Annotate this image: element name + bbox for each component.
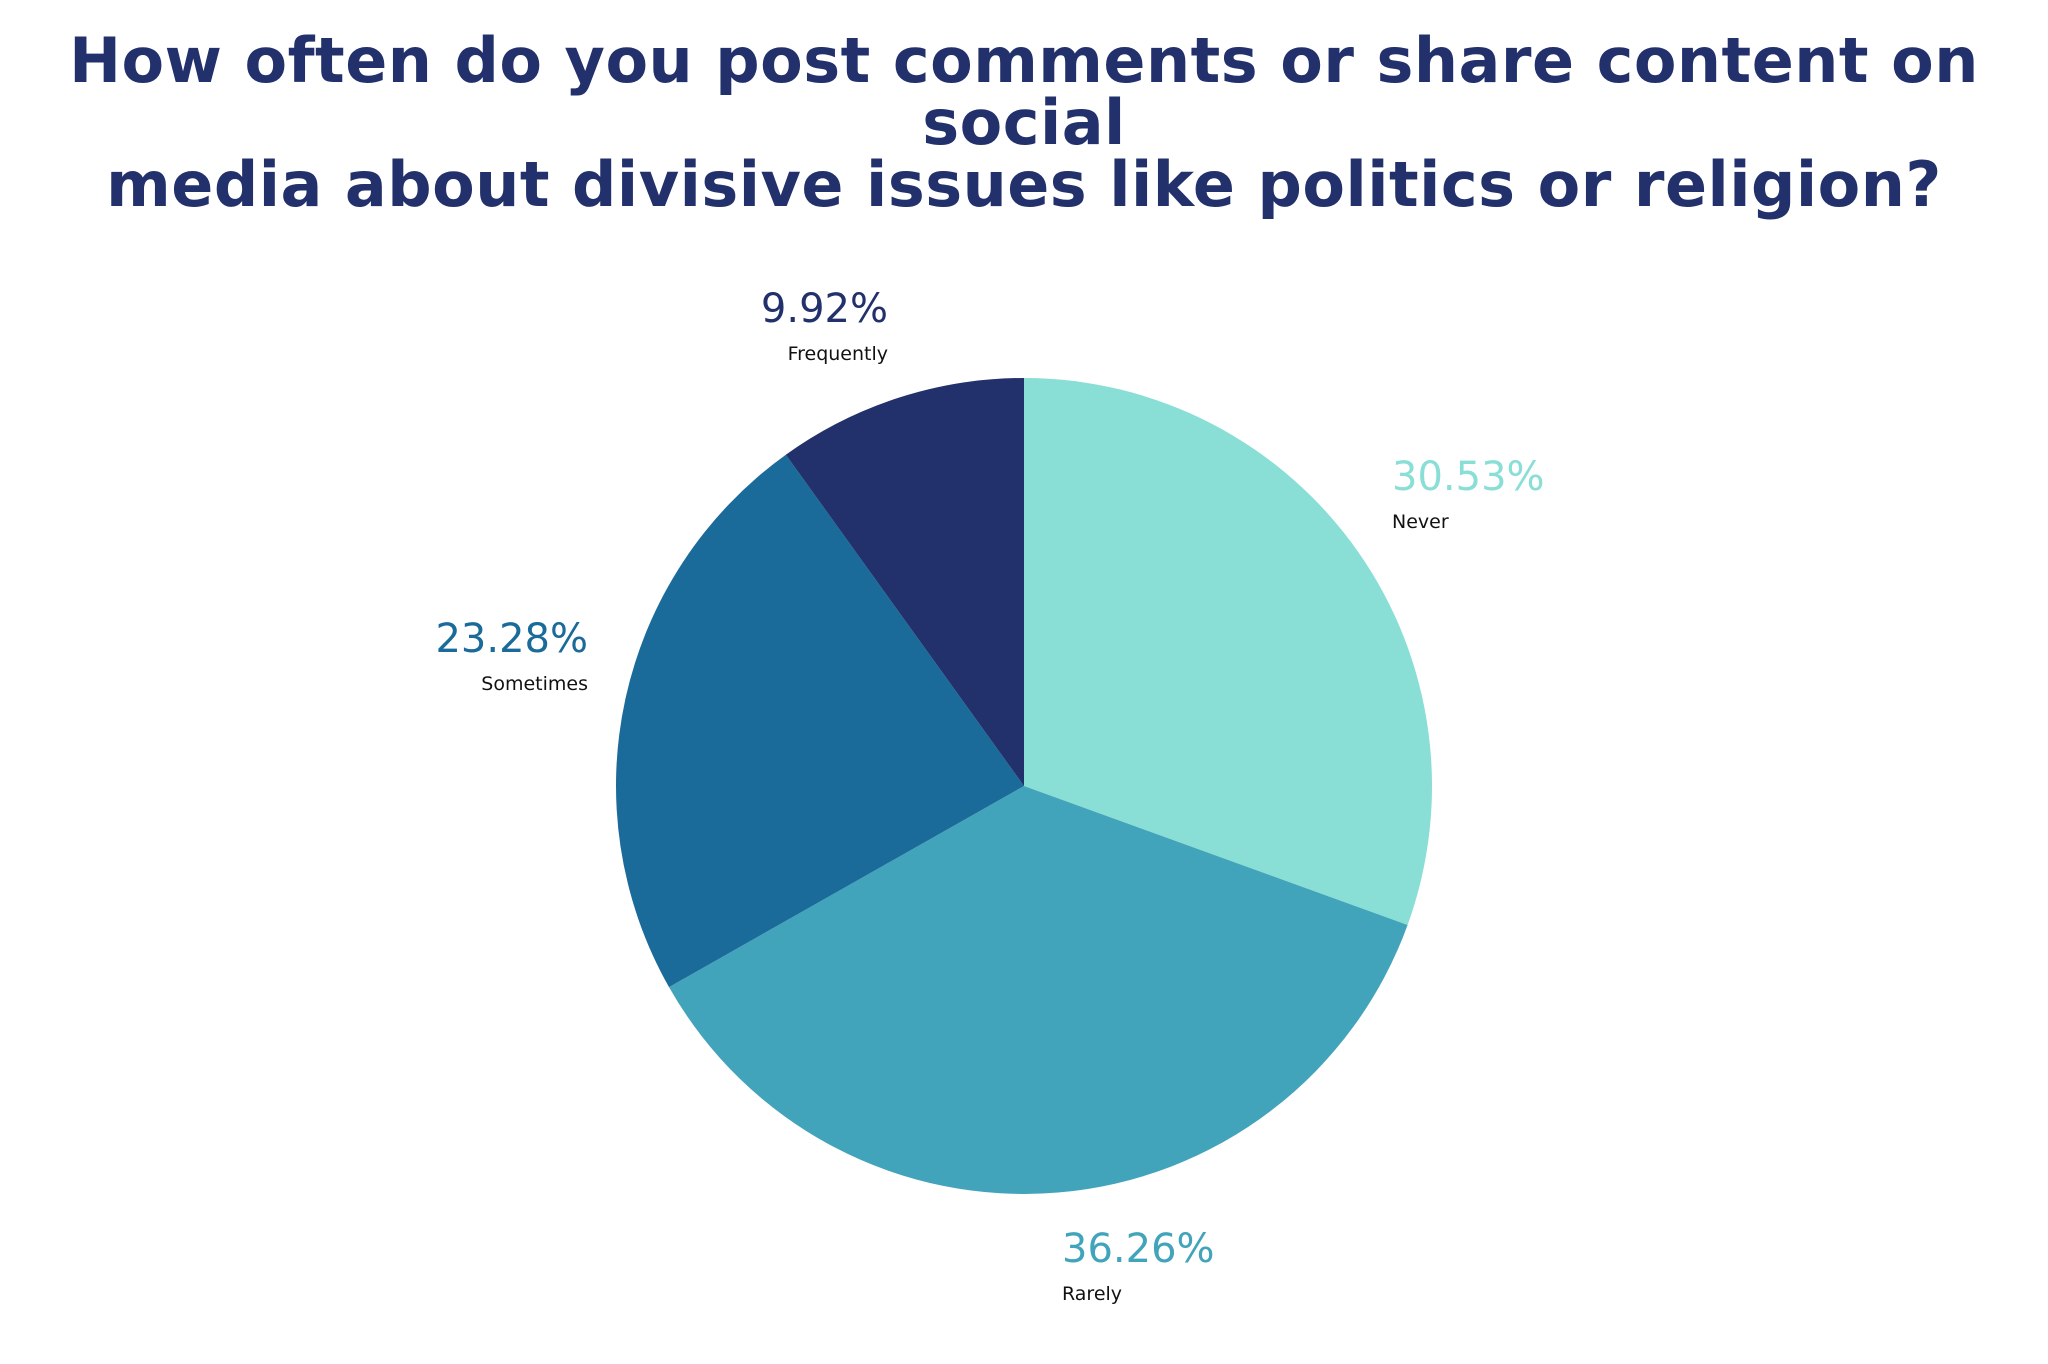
pie-labels: 30.53% Never 36.26% Rarely 23.28% Sometimes 9.…: [435, 286, 1544, 1305]
chart-title-line-1: How often do you post comments or share …: [69, 24, 1979, 159]
pct-label-sometimes: 23.28%: [435, 616, 588, 662]
pie-slice-rarely: [669, 786, 1408, 1194]
category-label-never: Never: [1392, 511, 1449, 533]
pie-slice-never: [1024, 378, 1432, 925]
category-label-rarely: Rarely: [1062, 1283, 1122, 1305]
pie-slice-sometimes: [616, 454, 1024, 988]
pct-label-frequently: 9.92%: [761, 286, 888, 332]
pie-slices: [616, 378, 1432, 1194]
chart-title: How often do you post comments or share …: [0, 30, 2048, 216]
chart-title-line-2: media about divisive issues like politic…: [106, 148, 1942, 221]
pct-label-never: 30.53%: [1392, 454, 1545, 500]
category-label-frequently: Frequently: [788, 343, 888, 365]
pie-slice-frequently: [785, 378, 1024, 786]
category-label-sometimes: Sometimes: [481, 673, 588, 695]
pct-label-rarely: 36.26%: [1062, 1226, 1215, 1272]
